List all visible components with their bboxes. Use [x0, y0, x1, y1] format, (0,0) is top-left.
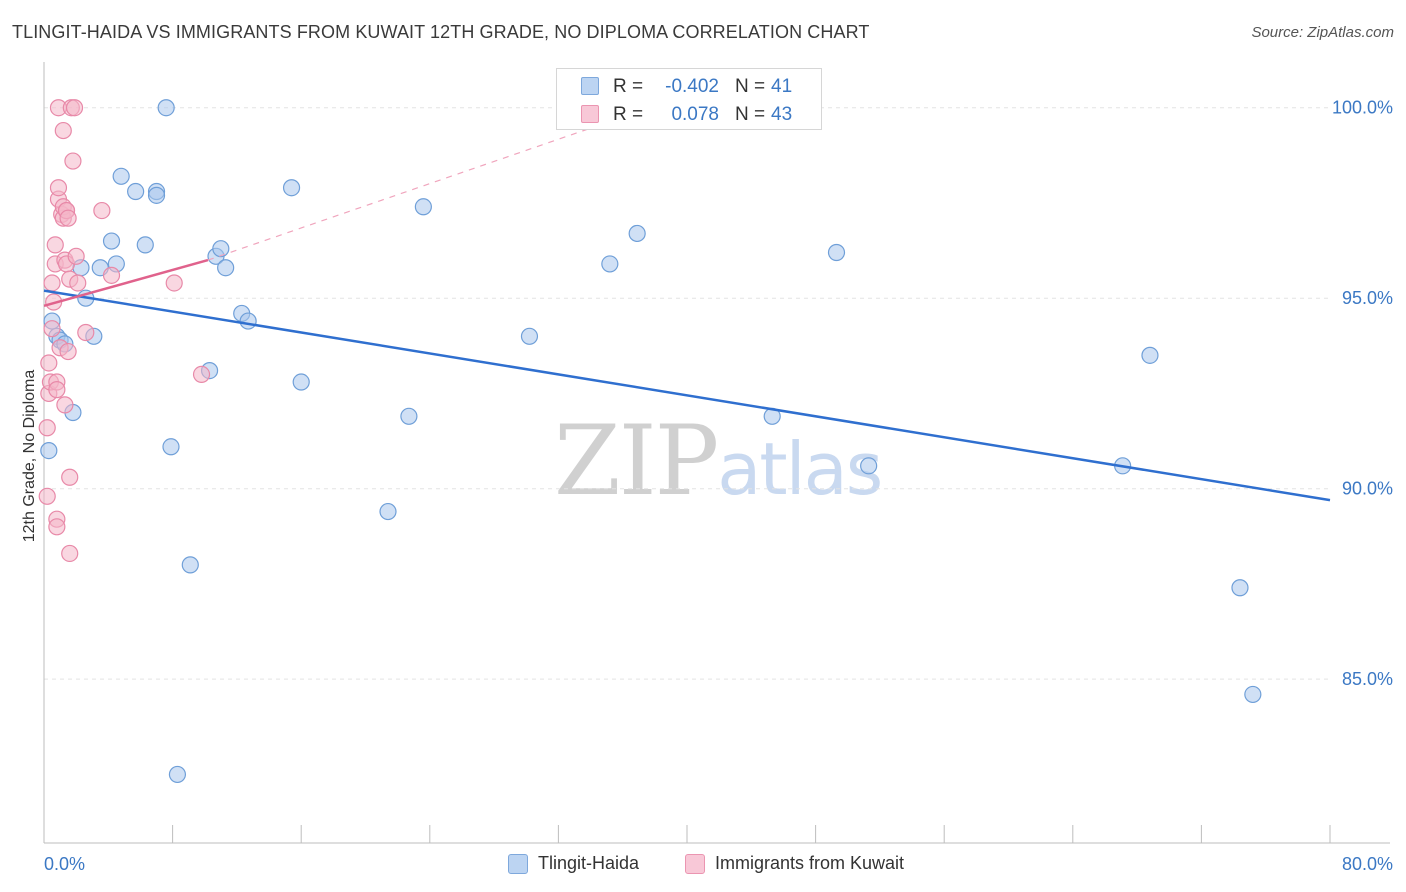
point-kuwait: [59, 209, 77, 227]
trendline-kuwait: [43, 258, 209, 308]
stats-row-tlingit-haida: R = -0.402 N = 41: [557, 72, 821, 100]
r-value: 0.078: [671, 104, 719, 125]
legend-label: Immigrants from Kuwait: [715, 853, 905, 873]
point-tlingit-haida: [282, 179, 301, 197]
point-kuwait: [43, 274, 61, 292]
point-kuwait: [48, 518, 66, 536]
point-tlingit-haida: [162, 438, 180, 456]
point-kuwait: [59, 342, 77, 361]
point-tlingit-haida: [112, 167, 130, 185]
n-value: 41: [771, 76, 793, 97]
series-legend: Tlingit-Haida Immigrants from Kuwait: [0, 852, 1406, 876]
point-kuwait: [61, 544, 79, 563]
point-kuwait: [67, 247, 85, 265]
point-kuwait: [65, 99, 84, 117]
r-label: R =: [613, 104, 644, 125]
point-tlingit-haida: [400, 407, 418, 425]
point-kuwait: [192, 365, 211, 383]
point-kuwait: [54, 121, 72, 140]
point-tlingit-haida: [127, 182, 145, 201]
point-kuwait: [48, 381, 66, 399]
point-tlingit-haida: [292, 373, 310, 391]
stats-legend: R = -0.402 N = 41 R = 0.078 N = 43: [556, 68, 822, 130]
point-tlingit-haida: [1141, 346, 1159, 364]
x-tick-label: 80.0%: [1342, 854, 1393, 874]
point-kuwait: [49, 179, 68, 197]
point-tlingit-haida: [1244, 685, 1262, 704]
point-tlingit-haida: [827, 243, 846, 262]
point-kuwait: [38, 487, 56, 505]
point-tlingit-haida: [147, 186, 166, 204]
y-tick-label: 90.0%: [1342, 479, 1393, 499]
point-tlingit-haida: [379, 502, 397, 521]
point-kuwait: [46, 236, 64, 254]
point-tlingit-haida: [520, 327, 539, 345]
legend-swatch-pink: [581, 105, 599, 123]
point-tlingit-haida: [157, 99, 175, 117]
point-tlingit-haida: [239, 312, 257, 330]
legend-swatch-blue: [581, 77, 599, 95]
trendline-tlingit-haida: [43, 289, 1331, 502]
point-kuwait: [77, 323, 95, 342]
point-tlingit-haida: [628, 224, 646, 243]
point-tlingit-haida: [136, 236, 154, 254]
trendline-kuwait-extension: [207, 110, 639, 261]
n-value: 43: [771, 104, 793, 125]
point-tlingit-haida: [1231, 579, 1249, 597]
point-tlingit-haida: [181, 556, 199, 574]
legend-swatch-blue: [508, 854, 528, 874]
point-tlingit-haida: [40, 441, 58, 460]
point-tlingit-haida: [217, 259, 235, 277]
point-tlingit-haida: [860, 457, 878, 475]
point-kuwait: [102, 266, 121, 284]
point-kuwait: [61, 468, 79, 486]
point-kuwait: [40, 354, 58, 372]
y-tick-label: 85.0%: [1342, 669, 1393, 689]
x-tick-label: 0.0%: [44, 854, 85, 874]
point-tlingit-haida: [168, 765, 187, 784]
point-kuwait: [43, 320, 61, 338]
n-label: N =: [735, 104, 766, 125]
point-kuwait: [165, 274, 183, 292]
y-tick-label: 100.0%: [1332, 98, 1393, 118]
stats-row-kuwait: R = 0.078 N = 43: [557, 100, 821, 128]
legend-swatch-pink: [685, 854, 705, 874]
point-kuwait: [69, 274, 87, 292]
point-kuwait: [38, 419, 56, 437]
point-kuwait: [93, 201, 111, 220]
point-tlingit-haida: [102, 232, 121, 250]
point-tlingit-haida: [601, 255, 619, 273]
y-tick-label: 95.0%: [1342, 288, 1393, 308]
chart-source: Source: ZipAtlas.com: [1251, 24, 1394, 41]
point-tlingit-haida: [414, 198, 432, 216]
r-value: -0.402: [665, 76, 719, 97]
n-label: N =: [735, 76, 766, 97]
point-kuwait: [64, 152, 82, 170]
r-label: R =: [613, 76, 644, 97]
point-tlingit-haida: [212, 240, 230, 258]
chart-title: TLINGIT-HAIDA VS IMMIGRANTS FROM KUWAIT …: [12, 22, 870, 42]
point-kuwait: [56, 396, 74, 414]
legend-label: Tlingit-Haida: [538, 853, 640, 873]
